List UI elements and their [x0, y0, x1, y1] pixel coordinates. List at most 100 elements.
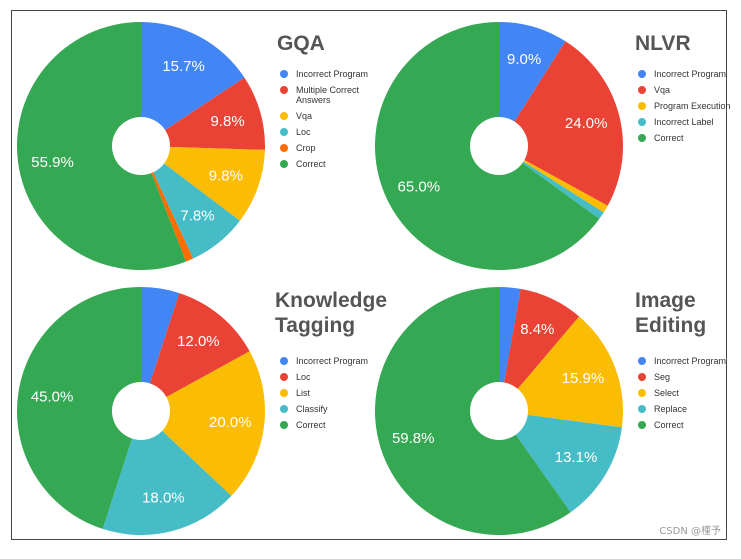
- chart-title-nlvr: NLVR: [635, 32, 691, 55]
- donut-hole: [112, 382, 170, 440]
- legend-label: Crop: [296, 143, 316, 153]
- legend-item: Incorrect Program: [280, 69, 386, 79]
- slice-value-label: 55.9%: [31, 154, 74, 171]
- slice-value-label: 18.0%: [142, 490, 185, 507]
- slice-value-label: 15.9%: [562, 370, 605, 387]
- legend-swatch: [280, 373, 288, 381]
- legend-item: Vqa: [280, 111, 386, 121]
- legend-swatch: [280, 128, 288, 136]
- legend-swatch: [638, 70, 646, 78]
- legend-label: Loc: [296, 372, 311, 382]
- pie-slice-vqa: [141, 146, 265, 221]
- pie-slice-seg: [499, 288, 580, 411]
- donut-chart-image-editing: 8.4% 15.9% 13.1% 59.8%: [375, 287, 623, 535]
- legend-swatch: [280, 86, 288, 94]
- legend-swatch: [638, 134, 646, 142]
- pie-slice-multiple-correct-answers: [141, 77, 265, 150]
- pie-slice-incorrect-program: [141, 287, 180, 411]
- donut-chart-nlvr: 9.0% 24.0% 65.0%: [374, 22, 623, 270]
- legend-item: List: [280, 388, 386, 398]
- legend-item: Select: [638, 388, 741, 398]
- legend-image-editing: Incorrect Program Seg Select Replace Cor…: [638, 356, 741, 436]
- legend-swatch: [638, 389, 646, 397]
- chart-panel-nlvr: 9.0% 24.0% 65.0% NLVR Incorrect Program Vq…: [370, 11, 731, 276]
- donut-hole: [112, 117, 170, 175]
- slice-value-label: 24.0%: [565, 115, 608, 132]
- slice-value-label: 9.0%: [507, 51, 541, 68]
- slice-value-label: 59.8%: [392, 430, 435, 447]
- pie-slice-incorrect-program: [141, 22, 245, 146]
- pie-slice-incorrect-program: [499, 287, 521, 411]
- slice-value-label: 15.7%: [162, 58, 205, 75]
- legend-label: Program Execution: [654, 101, 731, 111]
- legend-item: Loc: [280, 372, 386, 382]
- legend-label: Correct: [296, 159, 326, 169]
- slice-value-label: 65.0%: [398, 178, 441, 195]
- legend-label: List: [296, 388, 311, 398]
- watermark: CSDN @槿予: [659, 526, 721, 537]
- legend-swatch: [638, 357, 646, 365]
- legend-item: Correct: [638, 420, 741, 430]
- chart-title-image-editing: Image Editing: [635, 289, 707, 337]
- legend-item: Correct: [638, 133, 741, 143]
- chart-panel-gqa: 15.7% 9.8% 9.8% 7.8% 55.9% GQA Incorrect Pro…: [12, 11, 370, 276]
- legend-item: Correct: [280, 420, 386, 430]
- donut-chart-knowledge-tagging: 12.0% 20.0% 18.0% 45.0%: [17, 287, 265, 535]
- legend-swatch: [638, 373, 646, 381]
- pie-slice-crop: [141, 146, 194, 262]
- pie-slice-select: [499, 316, 623, 428]
- legend-label: Loc: [296, 127, 311, 137]
- chart-title-knowledge-tagging: Knowledge Tagging: [275, 289, 388, 337]
- legend-label: Replace: [654, 404, 688, 414]
- legend-label: Correct: [296, 420, 326, 430]
- legend-swatch: [280, 405, 288, 413]
- legend-swatch: [638, 102, 646, 110]
- slice-value-label: 9.8%: [209, 167, 243, 184]
- legend-item: Replace: [638, 404, 741, 414]
- pie-slice-incorrect-label: [499, 146, 604, 219]
- legend-label: Seg: [654, 372, 671, 382]
- chart-title-gqa: GQA: [277, 32, 325, 55]
- legend-label: Incorrect Label: [654, 117, 714, 127]
- pie-slice-vqa: [499, 41, 623, 206]
- legend-item: Seg: [638, 372, 741, 382]
- legend-knowledge-tagging: Incorrect Program Loc List Classify Corr…: [280, 356, 386, 436]
- donut-hole: [470, 382, 528, 440]
- chart-panel-image-editing: 8.4% 15.9% 13.1% 59.8% Image Editing Incorr…: [370, 276, 728, 541]
- legend-nlvr: Incorrect Program Vqa Program Execution …: [638, 69, 741, 149]
- legend-label: Correct: [654, 420, 684, 430]
- legend-item: Correct: [280, 159, 386, 169]
- slice-value-label: 13.1%: [555, 449, 598, 466]
- slice-value-label: 20.0%: [209, 414, 252, 431]
- pie-slice-replace: [499, 411, 622, 513]
- legend-label: Classify: [296, 404, 328, 414]
- legend-label: Incorrect Program: [296, 69, 369, 79]
- legend-swatch: [638, 405, 646, 413]
- legend-label: Incorrect Program: [654, 356, 727, 366]
- legend-swatch: [638, 86, 646, 94]
- legend-label: Incorrect Program: [654, 69, 727, 79]
- legend-swatch: [280, 421, 288, 429]
- pie-slice-correct: [17, 287, 141, 529]
- figure-frame: 15.7% 9.8% 9.8% 7.8% 55.9% GQA Incorrect Pro…: [11, 10, 731, 541]
- legend-swatch: [280, 160, 288, 168]
- legend-item: Vqa: [638, 85, 741, 95]
- legend-swatch: [280, 144, 288, 152]
- slice-value-label: 45.0%: [31, 388, 74, 405]
- slice-value-label: 9.8%: [210, 113, 244, 130]
- legend-label: Incorrect Program: [296, 356, 369, 366]
- legend-swatch: [280, 70, 288, 78]
- legend-item: Incorrect Program: [638, 69, 741, 79]
- pie-slice-incorrect-program: [499, 22, 566, 146]
- legend-label: Vqa: [296, 111, 313, 121]
- chart-panel-knowledge-tagging: 12.0% 20.0% 18.0% 45.0% Knowledge Tagging I…: [12, 276, 388, 541]
- pie-slice-loc: [141, 146, 240, 259]
- legend-item: Crop: [280, 143, 386, 153]
- legend-item: Program Execution: [638, 101, 741, 111]
- donut-chart-gqa: 15.7% 9.8% 9.8% 7.8% 55.9%: [16, 22, 265, 270]
- legend-swatch: [638, 118, 646, 126]
- legend-item: Incorrect Program: [638, 356, 741, 366]
- legend-swatch: [638, 421, 646, 429]
- legend-label: Vqa: [654, 85, 671, 95]
- pie-slice-program-execution: [499, 146, 608, 213]
